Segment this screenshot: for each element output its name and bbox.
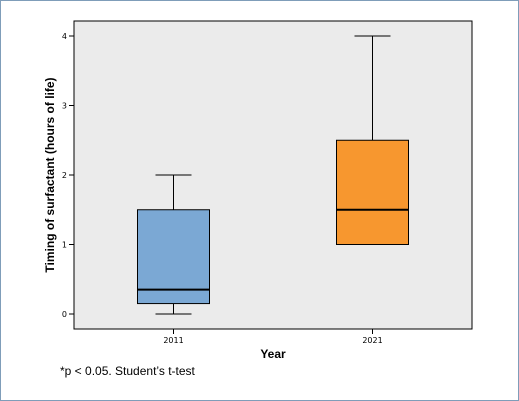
- y-tick-label: 4: [62, 32, 67, 41]
- x-axis-title: Year: [260, 347, 286, 361]
- y-tick-label: 1: [62, 241, 67, 250]
- box-2021: [336, 35, 409, 245]
- y-axis: 0 1 2 3 4: [62, 32, 74, 319]
- x-axis: 2011 2021: [163, 329, 383, 345]
- y-tick-label: 0: [62, 310, 67, 319]
- iqr-box: [137, 209, 210, 305]
- x-tick-label: 2021: [362, 336, 382, 345]
- y-tick-label: 2: [62, 171, 67, 180]
- footnote: *p < 0.05. Student’s t-test: [60, 364, 195, 378]
- x-tick-label: 2011: [163, 336, 183, 345]
- box-2011: [137, 174, 210, 315]
- y-tick-label: 3: [62, 102, 67, 111]
- plot-area: [73, 20, 473, 330]
- boxes: [137, 35, 409, 315]
- iqr-box: [336, 139, 409, 245]
- y-axis-title: Timing of surfactant (hours of life): [43, 77, 57, 272]
